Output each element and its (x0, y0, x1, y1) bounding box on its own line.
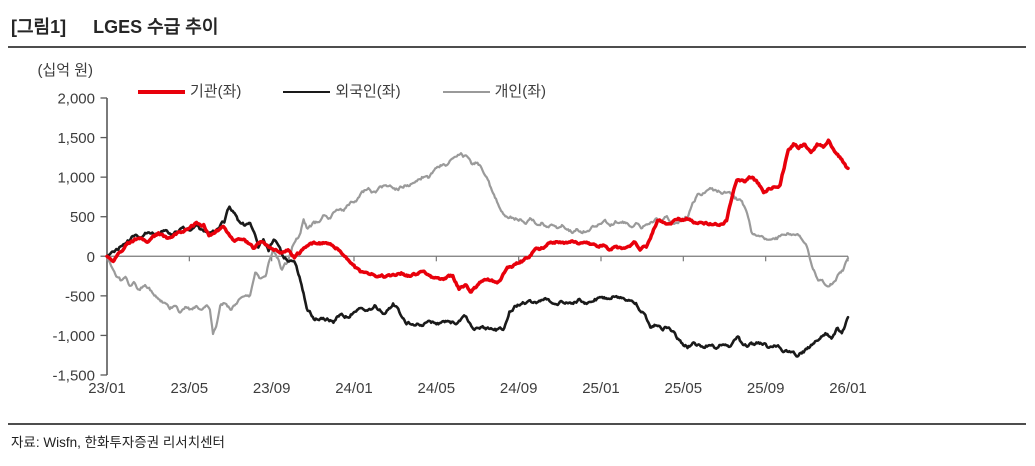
x-axis-tick-label: 24/01 (335, 380, 373, 397)
y-axis-tick-label: 500 (70, 209, 95, 226)
legend-label-individual: 개인(좌) (494, 83, 546, 100)
x-axis-tick-label: 23/05 (171, 380, 209, 397)
y-axis-tick-label: -1,000 (52, 328, 95, 345)
bottom-divider (8, 423, 1026, 425)
y-axis-tick-label: 0 (87, 249, 95, 266)
chart-svg: (십억 원) 2,000 1,500 1,000 500 0 -500 -1,000 -1,5… (37, 62, 866, 398)
legend-item-foreign: 외국인(좌) (283, 83, 401, 100)
source-note: 자료: Wisfn, 한화투자증권 리서치센터 (11, 435, 225, 450)
series-line-foreign (105, 205, 850, 358)
x-axis-tick-label: 24/05 (418, 380, 456, 397)
x-axis-tick-label: 25/05 (665, 380, 703, 397)
legend-item-institutional: 기관(좌) (138, 84, 241, 100)
top-divider (8, 46, 1026, 48)
y-axis-tick-label: 1,500 (57, 130, 95, 147)
x-axis-tick-label: 23/09 (253, 380, 291, 397)
legend-item-individual: 개인(좌) (442, 83, 546, 100)
legend-line-institutional-swatch (138, 90, 185, 94)
x-axis-tick-label: 25/01 (582, 380, 620, 397)
series-line-individual (105, 152, 850, 336)
y-axis-tick-label: 2,000 (57, 91, 95, 108)
y-axis-tick-label: 1,000 (57, 170, 95, 187)
legend-line-individual-swatch (442, 90, 490, 94)
y-axis-tick-label: -500 (65, 288, 95, 305)
figure-title: [그림1] LGES 수급 추이 (11, 13, 218, 39)
x-axis-tick-label: 24/09 (500, 380, 538, 397)
chart-legend: 기관(좌) 외국인(좌) 개인(좌) (138, 84, 588, 100)
figure-number-tag: [그림1] (11, 17, 67, 37)
y-axis-tick-label: -1,500 (52, 368, 95, 385)
legend-label-foreign: 외국인(좌) (335, 83, 401, 100)
chart-plot-area: 2,000 1,500 1,000 500 0 -500 -1,000 -1,50023/01… (52, 91, 866, 398)
series-line-institutional (105, 138, 850, 294)
x-axis-tick-label: 23/01 (88, 380, 126, 397)
y-axis-unit-label: (십억 원) (37, 62, 93, 79)
figure-title-text: LGES 수급 추이 (93, 17, 219, 37)
legend-label-institutional: 기관(좌) (190, 83, 242, 100)
x-axis-tick-label: 26/01 (829, 380, 867, 397)
x-axis-tick-label: 25/09 (747, 380, 785, 397)
legend-line-foreign-swatch (283, 90, 331, 94)
